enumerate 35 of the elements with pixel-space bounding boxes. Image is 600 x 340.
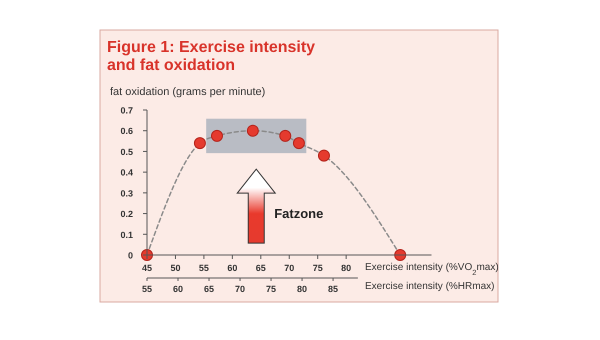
point: [394, 249, 406, 261]
annotation: Fatzone: [274, 206, 324, 222]
y-tick-label: 0.4: [120, 168, 133, 178]
x2-tick-label: 85: [328, 284, 338, 294]
y-tick-label: 0.3: [120, 188, 133, 198]
point: [194, 137, 206, 150]
x-tick-label: 70: [284, 263, 294, 273]
x2-axis-title: Exercise intensity (%HRmax): [365, 281, 494, 292]
x-tick-label: 75: [312, 263, 323, 273]
x-tick-label: 55: [198, 263, 209, 273]
y-tick-label: 0.7: [120, 106, 133, 116]
x2-tick-label: 80: [297, 284, 308, 294]
x2-tick-label: 70: [235, 284, 246, 294]
x-axis-title: Exercise intensity (%VO$_{2}$max): [365, 262, 499, 276]
point: [279, 130, 292, 142]
x-tick-label: 45: [142, 263, 152, 273]
point: [246, 124, 259, 137]
point: [210, 130, 223, 142]
x2-tick-label: 55: [142, 284, 152, 294]
x-tick-label: 60: [227, 263, 238, 273]
y-tick-label: 0.1: [120, 230, 133, 240]
y-tick-label: 0.5: [120, 146, 133, 157]
point: [318, 150, 330, 162]
point: [292, 137, 305, 150]
x2-tick-label: 75: [266, 284, 276, 294]
y-tick-label: 0: [128, 250, 133, 260]
chart-title: Figure 1: Exercise intensity and fat oxidation: [107, 39, 316, 74]
x2-tick-label: 60: [173, 284, 184, 294]
y-axis-title: fat oxidation (grams per minute): [110, 86, 266, 98]
y-tick-label: 0.6: [120, 126, 133, 136]
x-tick-label: 80: [341, 263, 352, 273]
x-tick-label: 65: [256, 263, 266, 273]
x2-tick-label: 65: [204, 284, 214, 294]
y-tick-label: 0.2: [120, 209, 133, 220]
x-tick-label: 50: [170, 263, 180, 273]
